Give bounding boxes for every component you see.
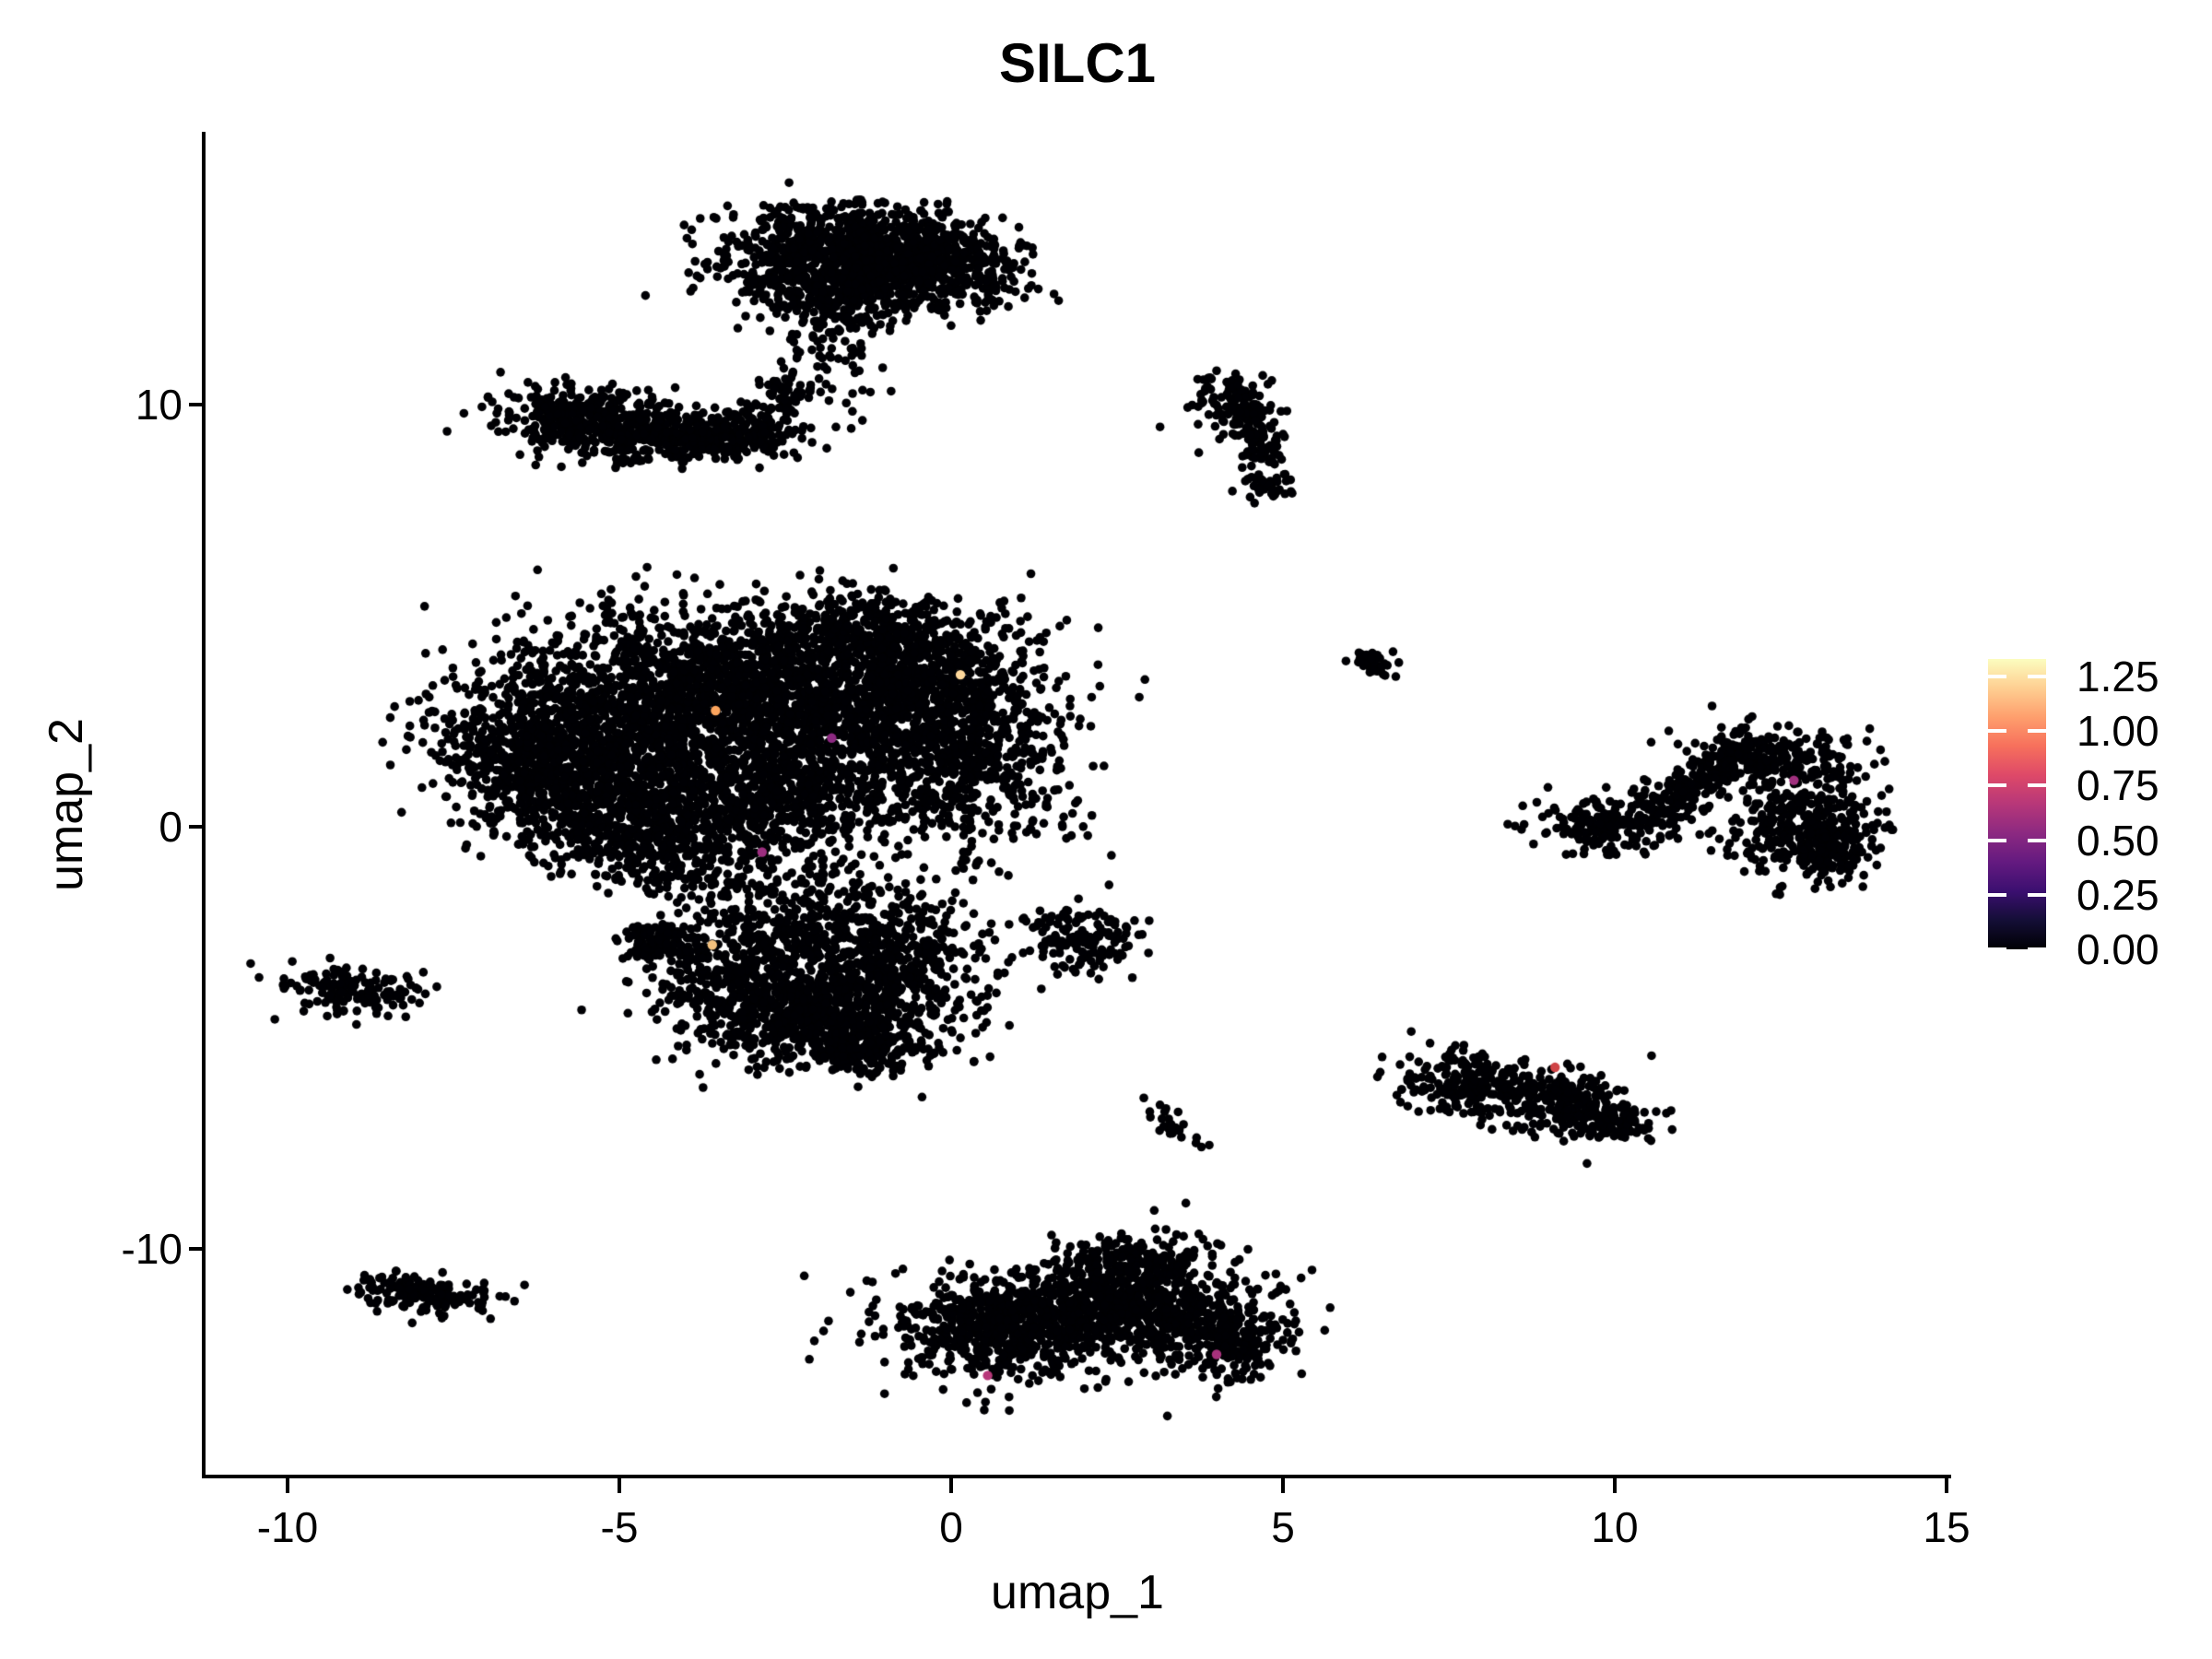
x-axis-line bbox=[202, 1475, 1951, 1478]
legend-tick-label: 0.25 bbox=[2077, 870, 2159, 919]
y-tick-mark bbox=[189, 403, 204, 406]
y-axis-line bbox=[202, 132, 206, 1478]
x-tick-label: 0 bbox=[939, 1503, 963, 1551]
legend-tick-label: 0.50 bbox=[2077, 816, 2159, 865]
legend-tick-mark bbox=[2028, 838, 2046, 842]
legend-tick-label: 0.00 bbox=[2077, 925, 2159, 973]
x-tick-label: 15 bbox=[1923, 1503, 1971, 1551]
x-tick-label: 10 bbox=[1591, 1503, 1639, 1551]
y-tick-label: -10 bbox=[121, 1225, 182, 1273]
legend-tick-label: 1.25 bbox=[2077, 652, 2159, 700]
x-tick-mark bbox=[1945, 1478, 1948, 1493]
y-tick-mark bbox=[189, 825, 204, 829]
y-tick-label: 10 bbox=[135, 381, 182, 429]
legend-tick-label: 0.75 bbox=[2077, 761, 2159, 810]
legend-tick-mark bbox=[2028, 729, 2046, 734]
x-tick-mark bbox=[1613, 1478, 1617, 1493]
y-tick-label: 0 bbox=[159, 803, 182, 851]
x-tick-label: 5 bbox=[1271, 1503, 1295, 1551]
legend-tick-mark bbox=[2028, 674, 2046, 678]
legend-colorbar bbox=[1988, 659, 2046, 951]
legend-tick-mark bbox=[2028, 947, 2046, 951]
x-tick-mark bbox=[949, 1478, 953, 1493]
legend-tick-mark bbox=[1988, 892, 2006, 897]
x-tick-label: -10 bbox=[256, 1503, 319, 1551]
legend-tick-label: 1.00 bbox=[2077, 707, 2159, 756]
y-axis-title: umap_2 bbox=[40, 718, 93, 891]
x-tick-mark bbox=[1281, 1478, 1285, 1493]
legend-tick-mark bbox=[1988, 838, 2006, 842]
legend: 1.25 1.00 0.75 0.50 0.25 0.00 bbox=[1988, 653, 2212, 973]
legend-tick-mark bbox=[2028, 892, 2046, 897]
x-tick-mark bbox=[618, 1478, 621, 1493]
x-tick-mark bbox=[286, 1478, 289, 1493]
y-tick-mark bbox=[189, 1247, 204, 1251]
legend-tick-mark bbox=[1988, 947, 2006, 951]
x-axis-title: umap_1 bbox=[991, 1566, 1164, 1619]
legend-tick-mark bbox=[1988, 674, 2006, 678]
legend-tick-mark bbox=[1988, 783, 2006, 788]
legend-tick-mark bbox=[2028, 783, 2046, 788]
plot-title: SILC1 bbox=[998, 32, 1157, 94]
legend-tick-mark bbox=[1988, 729, 2006, 734]
x-tick-label: -5 bbox=[600, 1503, 639, 1551]
